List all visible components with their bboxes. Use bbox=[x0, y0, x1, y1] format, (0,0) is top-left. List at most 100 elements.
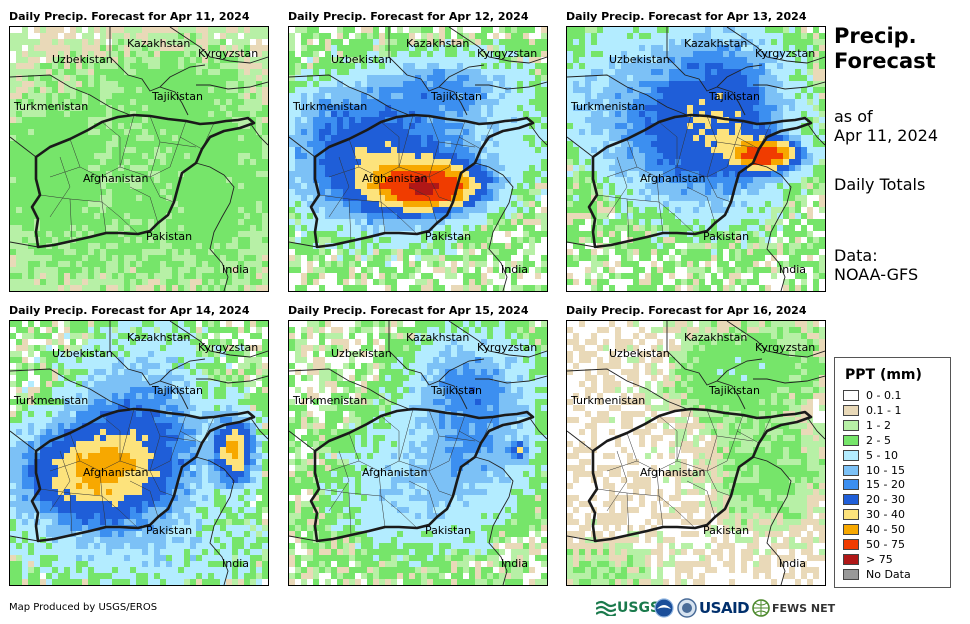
precip-cell bbox=[705, 123, 711, 129]
precip-cell bbox=[403, 75, 409, 81]
precip-cell bbox=[741, 27, 747, 33]
precip-cell bbox=[16, 57, 22, 63]
precip-cell bbox=[226, 249, 232, 255]
precip-cell bbox=[681, 27, 687, 33]
precip-cell bbox=[499, 147, 505, 153]
precip-cell bbox=[226, 285, 232, 291]
precip-cell bbox=[148, 267, 154, 273]
precip-cell bbox=[451, 63, 457, 69]
precip-cell bbox=[789, 99, 795, 105]
precip-cell bbox=[28, 57, 34, 63]
precip-cell bbox=[337, 219, 343, 225]
precip-cell bbox=[202, 249, 208, 255]
precip-cell bbox=[262, 237, 268, 243]
precip-cell bbox=[579, 111, 585, 117]
precip-cell bbox=[214, 141, 220, 147]
precip-cell bbox=[385, 249, 391, 255]
precip-cell bbox=[693, 171, 699, 177]
precip-cell bbox=[687, 51, 693, 57]
precip-cell bbox=[657, 93, 663, 99]
precip-cell bbox=[130, 147, 136, 153]
precip-cell bbox=[633, 123, 639, 129]
precip-cell bbox=[481, 75, 487, 81]
precip-cell bbox=[130, 273, 136, 279]
precip-cell bbox=[52, 93, 58, 99]
precip-cell bbox=[82, 33, 88, 39]
precip-cell bbox=[469, 51, 475, 57]
precip-cell bbox=[373, 27, 379, 33]
precip-cell bbox=[481, 231, 487, 237]
country-border bbox=[159, 86, 189, 116]
precip-cell bbox=[244, 93, 250, 99]
precip-cell bbox=[148, 117, 154, 123]
precip-cell bbox=[220, 279, 226, 285]
precip-cell bbox=[256, 63, 262, 69]
precip-cell bbox=[118, 129, 124, 135]
precip-cell bbox=[355, 285, 361, 291]
precip-cell bbox=[367, 177, 373, 183]
precip-cell bbox=[148, 141, 154, 147]
precip-cell bbox=[493, 69, 499, 75]
precip-cell bbox=[801, 57, 807, 63]
precip-cell bbox=[499, 63, 505, 69]
precip-cell bbox=[331, 153, 337, 159]
precip-cell bbox=[295, 243, 301, 249]
precip-cell bbox=[409, 183, 415, 189]
precip-cell bbox=[579, 177, 585, 183]
precip-cell bbox=[244, 45, 250, 51]
precip-cell bbox=[295, 225, 301, 231]
precip-cell bbox=[40, 255, 46, 261]
precip-cell bbox=[319, 57, 325, 63]
precip-cell bbox=[573, 165, 579, 171]
precip-cell bbox=[475, 99, 481, 105]
precip-cell bbox=[142, 141, 148, 147]
precip-cell bbox=[214, 249, 220, 255]
precip-cell bbox=[391, 279, 397, 285]
precip-cell bbox=[244, 63, 250, 69]
precip-cell bbox=[663, 69, 669, 75]
precip-cell bbox=[250, 225, 256, 231]
precip-cell bbox=[541, 51, 547, 57]
precip-cell bbox=[439, 141, 445, 147]
precip-cell bbox=[118, 225, 124, 231]
precip-cell bbox=[160, 123, 166, 129]
precip-cell bbox=[627, 159, 633, 165]
precip-cell bbox=[421, 189, 427, 195]
precip-cell bbox=[451, 123, 457, 129]
precip-cell bbox=[337, 111, 343, 117]
precip-cell bbox=[250, 171, 256, 177]
precip-cell bbox=[160, 63, 166, 69]
precip-cell bbox=[475, 105, 481, 111]
precip-cell bbox=[295, 105, 301, 111]
precip-cell bbox=[795, 129, 801, 135]
precip-cell bbox=[609, 87, 615, 93]
precip-cell bbox=[687, 171, 693, 177]
precip-cell bbox=[729, 189, 735, 195]
precip-cell bbox=[136, 63, 142, 69]
precip-cell bbox=[289, 129, 295, 135]
precip-cell bbox=[421, 237, 427, 243]
precip-cell bbox=[433, 177, 439, 183]
precip-cell bbox=[58, 45, 64, 51]
precip-cell bbox=[663, 123, 669, 129]
precip-cell bbox=[373, 183, 379, 189]
precip-cell bbox=[427, 39, 433, 45]
precip-cell bbox=[487, 93, 493, 99]
precip-cell bbox=[493, 75, 499, 81]
precip-cell bbox=[34, 129, 40, 135]
precip-cell bbox=[343, 183, 349, 189]
precip-cell bbox=[76, 93, 82, 99]
precip-cell bbox=[669, 69, 675, 75]
precip-cell bbox=[795, 39, 801, 45]
precip-cell bbox=[469, 279, 475, 285]
precip-cell bbox=[445, 255, 451, 261]
precip-cell bbox=[451, 99, 457, 105]
precip-cell bbox=[801, 75, 807, 81]
precip-cell bbox=[250, 237, 256, 243]
precip-cell bbox=[639, 63, 645, 69]
precip-cell bbox=[615, 207, 621, 213]
precip-cell bbox=[262, 255, 268, 261]
precip-cell bbox=[451, 135, 457, 141]
precip-cell bbox=[735, 51, 741, 57]
precip-cell bbox=[88, 63, 94, 69]
